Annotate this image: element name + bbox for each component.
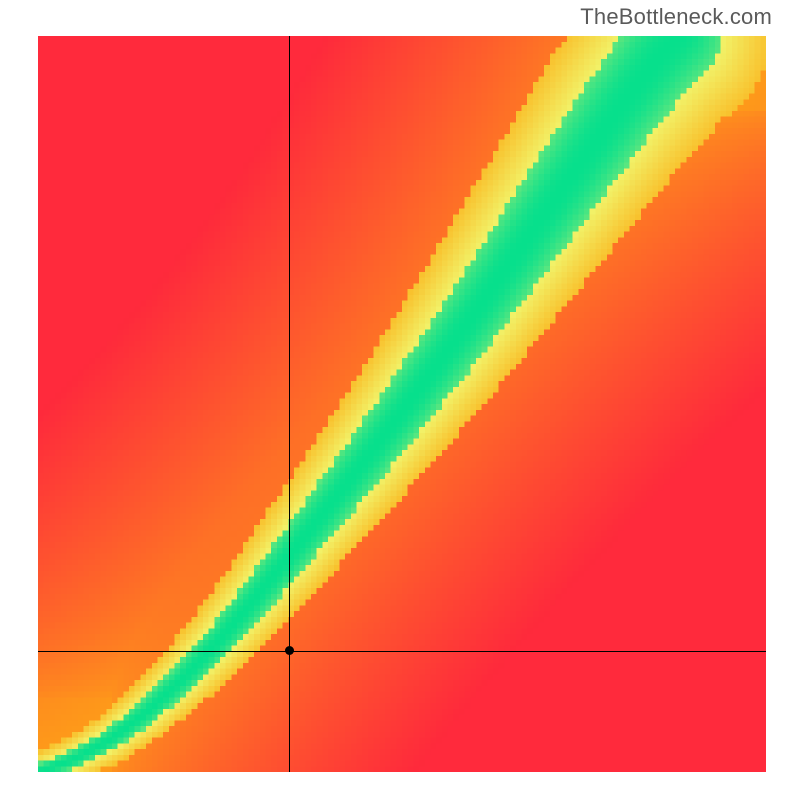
crosshair-vertical bbox=[289, 36, 290, 772]
watermark-text: TheBottleneck.com bbox=[580, 4, 772, 30]
heatmap-plot bbox=[38, 36, 766, 772]
crosshair-horizontal bbox=[38, 651, 766, 652]
heatmap-canvas bbox=[38, 36, 766, 772]
crosshair-marker-dot bbox=[285, 646, 294, 655]
